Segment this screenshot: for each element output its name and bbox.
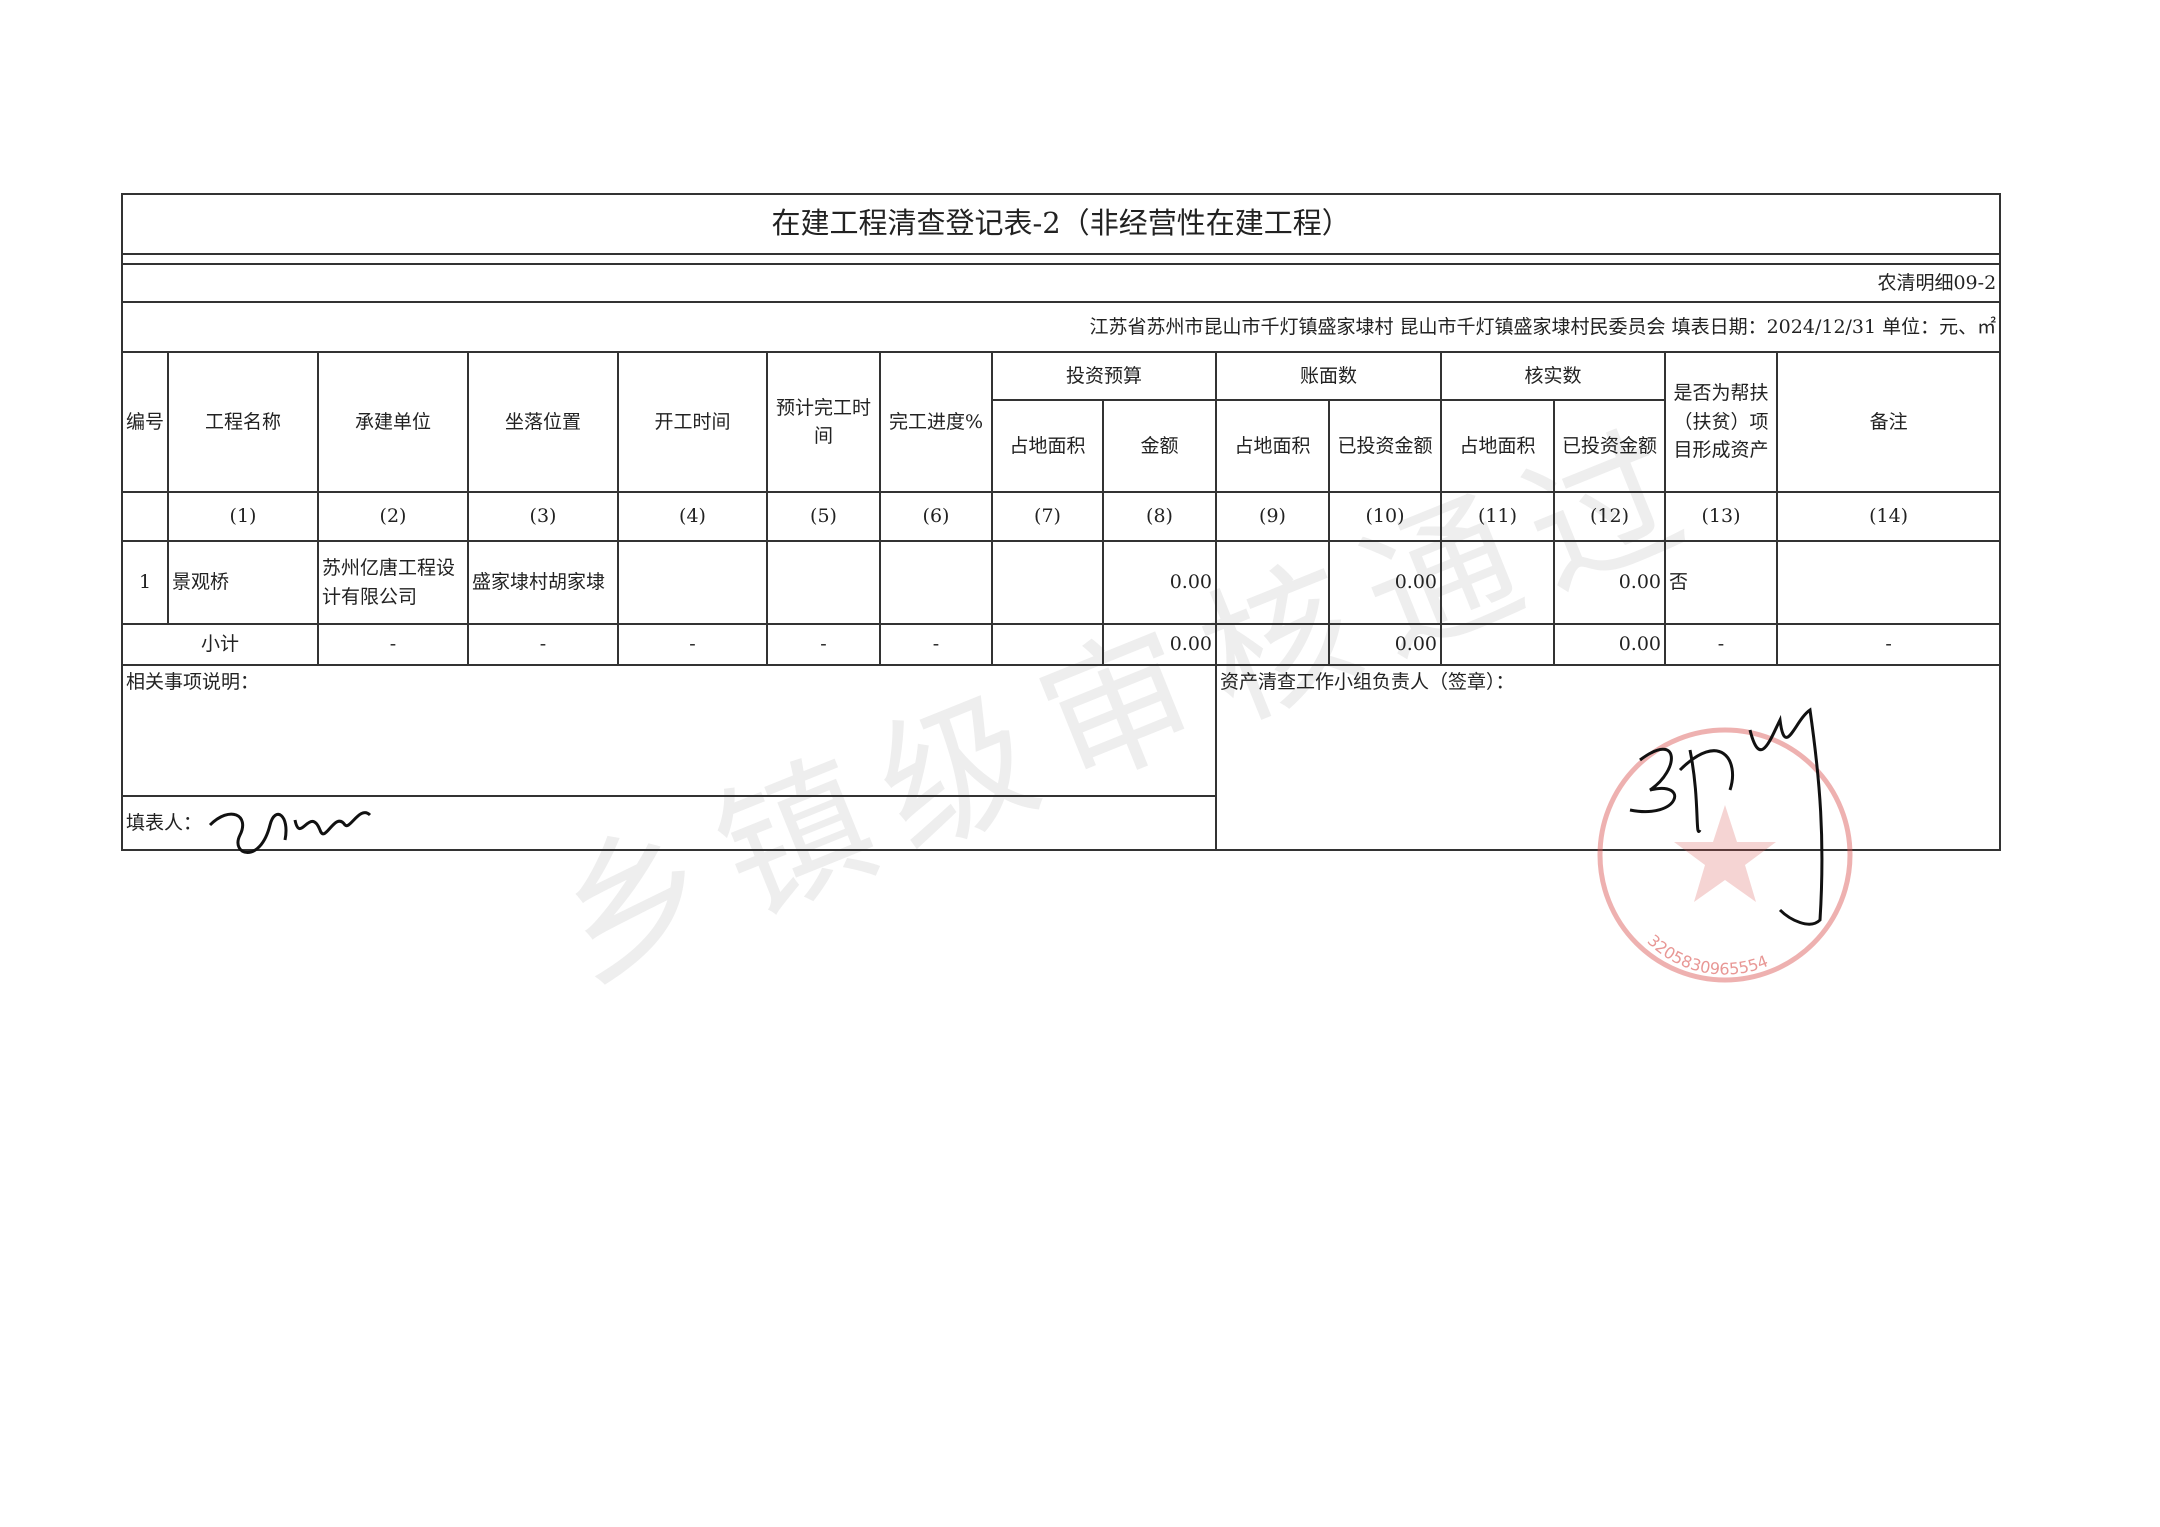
header-ver-area: 占地面积 xyxy=(1440,399,1555,493)
spacer-row xyxy=(120,253,2002,265)
row-budget-amount: 0.00 xyxy=(1102,540,1217,625)
subtotal-row: 小计 - - - - - 0.00 0.00 0.00 - - xyxy=(121,623,2002,666)
row-book-invested: 0.00 xyxy=(1328,540,1442,625)
table-row: 1 景观桥 苏州亿唐工程设计有限公司 盛家埭村胡家埭 0.00 0.00 0.0… xyxy=(121,540,2002,625)
filler-signature xyxy=(208,811,372,854)
construction-register-table: 在建工程清查登记表-2（非经营性在建工程） 农清明细09-2 江苏省苏州市昆山市… xyxy=(120,193,2002,851)
header-no: 编号 xyxy=(121,351,169,493)
row-start xyxy=(617,540,768,625)
row-ver-invested: 0.00 xyxy=(1553,540,1666,625)
header-budget-area: 占地面积 xyxy=(991,399,1104,493)
index-cell: (8) xyxy=(1102,491,1217,542)
row-name: 景观桥 xyxy=(167,540,319,625)
header-ver-invested: 已投资金额 xyxy=(1553,399,1666,493)
header-budget-amount: 金额 xyxy=(1102,399,1217,493)
subtotal-start: - xyxy=(617,623,768,666)
index-cell: (13) xyxy=(1664,491,1778,542)
index-cell: (2) xyxy=(317,491,469,542)
official-seal: 3205830965554 xyxy=(1597,727,1853,983)
header-start: 开工时间 xyxy=(617,351,768,493)
subtotal-ver-invested: 0.00 xyxy=(1553,623,1666,666)
subtotal-contractor: - xyxy=(317,623,469,666)
header-contractor: 承建单位 xyxy=(317,351,469,493)
filler-label: 填表人： xyxy=(121,795,1217,851)
subtotal-remarks: - xyxy=(1775,623,2002,666)
row-remarks xyxy=(1775,540,2002,625)
subtotal-progress: - xyxy=(879,623,993,666)
header-progress: 完工进度% xyxy=(879,351,993,493)
subtotal-book-area xyxy=(1215,623,1330,666)
form-meta: 江苏省苏州市昆山市千灯镇盛家埭村 昆山市千灯镇盛家埭村民委员会 填表日期：202… xyxy=(120,301,2002,353)
row-poverty: 否 xyxy=(1664,540,1778,625)
header-book-invested: 已投资金额 xyxy=(1328,399,1442,493)
index-cell: (3) xyxy=(467,491,619,542)
row-contractor: 苏州亿唐工程设计有限公司 xyxy=(317,540,469,625)
subtotal-poverty: - xyxy=(1664,623,1778,666)
header-remarks: 备注 xyxy=(1775,351,2002,493)
leader-signature xyxy=(1629,707,1824,926)
subtotal-planned-finish: - xyxy=(766,623,881,666)
row-progress xyxy=(879,540,993,625)
subtotal-budget-area xyxy=(991,623,1104,666)
index-cell: (4) xyxy=(617,491,768,542)
index-cell: (14) xyxy=(1775,491,2002,542)
header-book-area: 占地面积 xyxy=(1215,399,1330,493)
header-verified: 核实数 xyxy=(1440,351,1666,401)
header-book: 账面数 xyxy=(1215,351,1442,401)
header-budget: 投资预算 xyxy=(991,351,1217,401)
index-cell: (11) xyxy=(1440,491,1555,542)
row-ver-area xyxy=(1440,540,1555,625)
index-cell: (7) xyxy=(991,491,1104,542)
index-cell: (5) xyxy=(766,491,881,542)
row-location: 盛家埭村胡家埭 xyxy=(467,540,619,625)
header-poverty: 是否为帮扶（扶贫）项目形成资产 xyxy=(1664,351,1778,493)
index-cell: (12) xyxy=(1553,491,1666,542)
form-code: 农清明细09-2 xyxy=(120,263,2002,303)
index-cell xyxy=(121,491,169,542)
index-cell: (1) xyxy=(167,491,319,542)
row-budget-area xyxy=(991,540,1104,625)
header-planned-finish: 预计完工时间 xyxy=(766,351,881,493)
form-title: 在建工程清查登记表-2（非经营性在建工程） xyxy=(120,193,2002,255)
row-no: 1 xyxy=(121,540,169,625)
row-book-area xyxy=(1215,540,1330,625)
header-location: 坐落位置 xyxy=(467,351,619,493)
subtotal-budget-amount: 0.00 xyxy=(1102,623,1217,666)
index-cell: (6) xyxy=(879,491,993,542)
notes-label: 相关事项说明： xyxy=(121,664,1217,797)
subtotal-ver-area xyxy=(1440,623,1555,666)
subtotal-book-invested: 0.00 xyxy=(1328,623,1442,666)
index-cell: (9) xyxy=(1215,491,1330,542)
leader-signature-label: 资产清查工作小组负责人（签章）： xyxy=(1214,664,2002,851)
header-name: 工程名称 xyxy=(167,351,319,493)
row-planned-finish xyxy=(766,540,881,625)
subtotal-location: - xyxy=(467,623,619,666)
subtotal-label: 小计 xyxy=(121,623,319,666)
index-cell: (10) xyxy=(1328,491,1442,542)
